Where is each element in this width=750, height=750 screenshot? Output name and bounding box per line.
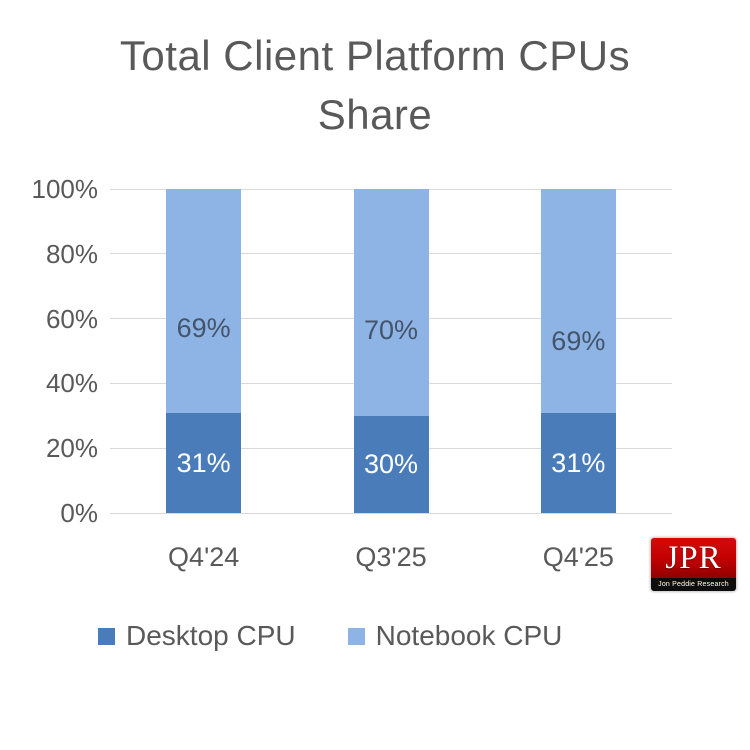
- bar-segment-notebook-cpu-q4-24: 69%: [166, 189, 242, 413]
- jpr-logo-red-block: JPR: [651, 538, 736, 578]
- jpr-logo-strip: Jon Peddie Research: [651, 578, 736, 591]
- y-tick-label-80: 80%: [45, 238, 98, 269]
- chart-title: Total Client Platform CPUs Share: [0, 26, 750, 144]
- legend-label-desktop-cpu: Desktop CPU: [126, 620, 296, 651]
- y-tick-label-60: 60%: [45, 303, 98, 334]
- y-tick-label-0: 0%: [60, 498, 98, 528]
- bar-segment-desktop-cpu-q3-25: 30%: [353, 415, 429, 513]
- bar-segment-desktop-cpu-q4-24: 31%: [166, 412, 242, 513]
- bar-segment-desktop-cpu-q4-25: 31%: [540, 412, 616, 513]
- x-tick-label-q3-25: Q3'25: [355, 542, 427, 572]
- data-label-notebook-cpu-q3-25: 70%: [363, 314, 419, 345]
- notebook-cpu-swatch-icon: [347, 627, 365, 645]
- desktop-cpu-swatch-icon: [98, 627, 115, 645]
- data-label-desktop-cpu-q3-25: 30%: [363, 449, 419, 480]
- bar-segment-notebook-cpu-q4-25: 69%: [540, 189, 616, 413]
- legend-entry-desktop-cpu: Desktop CPU: [98, 620, 296, 652]
- chart-title-line-2: Share: [317, 91, 433, 138]
- jpr-logo-text: JPR: [665, 539, 722, 576]
- data-label-desktop-cpu-q4-24: 31%: [176, 447, 231, 478]
- y-tick-label-40: 40%: [45, 368, 98, 399]
- x-tick-label-q4-24: Q4'24: [168, 542, 240, 572]
- data-label-notebook-cpu-q4-25: 69%: [551, 326, 606, 357]
- legend-entry-notebook-cpu: Notebook CPU: [347, 620, 563, 652]
- data-label-notebook-cpu-q4-24: 69%: [176, 312, 231, 343]
- bar-segment-notebook-cpu-q3-25: 70%: [353, 189, 429, 416]
- y-tick-label-20: 20%: [45, 433, 98, 464]
- legend-label-notebook-cpu: Notebook CPU: [375, 620, 563, 651]
- chart-title-line-1: Total Client Platform CPUs: [119, 32, 631, 79]
- gridline-0: [110, 512, 672, 514]
- jpr-logo: JPR Jon Peddie Research: [651, 538, 736, 591]
- legend: Desktop CPU Notebook CPU: [98, 620, 562, 652]
- y-tick-label-100: 100%: [31, 174, 99, 204]
- x-tick-label-q4-25: Q4'25: [542, 542, 614, 572]
- jpr-logo-subtext: Jon Peddie Research: [658, 580, 729, 588]
- data-label-desktop-cpu-q4-25: 31%: [551, 447, 606, 478]
